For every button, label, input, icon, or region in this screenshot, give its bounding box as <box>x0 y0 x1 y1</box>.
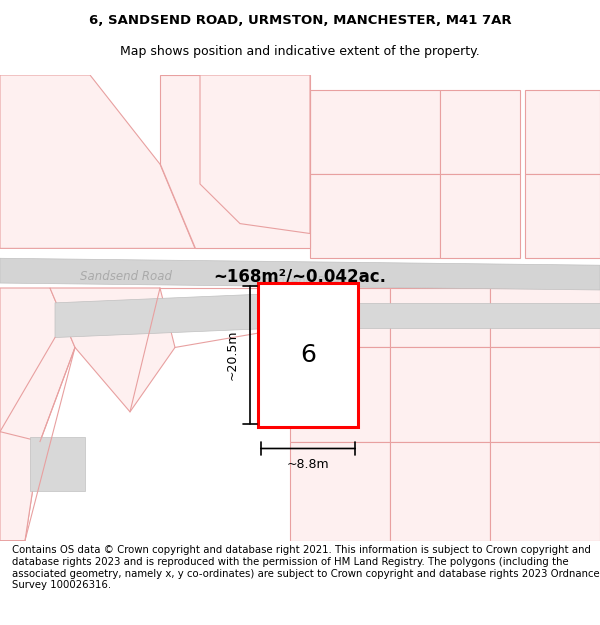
Bar <box>30 437 85 491</box>
Bar <box>440 90 520 174</box>
Text: 6, SANDSEND ROAD, URMSTON, MANCHESTER, M41 7AR: 6, SANDSEND ROAD, URMSTON, MANCHESTER, M… <box>89 14 511 27</box>
Text: Sandsend Road: Sandsend Road <box>255 274 347 288</box>
Polygon shape <box>50 288 175 412</box>
Bar <box>390 288 490 348</box>
Polygon shape <box>160 75 310 248</box>
Text: Map shows position and indicative extent of the property.: Map shows position and indicative extent… <box>120 46 480 58</box>
Text: Contains OS data © Crown copyright and database right 2021. This information is : Contains OS data © Crown copyright and d… <box>12 546 599 590</box>
Text: ~168m²/~0.042ac.: ~168m²/~0.042ac. <box>214 267 386 285</box>
Bar <box>490 288 600 348</box>
Bar <box>440 174 520 258</box>
Bar <box>290 441 390 541</box>
Bar <box>525 174 600 258</box>
Bar <box>525 90 600 174</box>
Bar <box>258 283 358 427</box>
Bar <box>290 288 390 348</box>
Text: ~8.8m: ~8.8m <box>287 458 329 471</box>
Polygon shape <box>0 432 40 541</box>
Bar <box>390 441 490 541</box>
Polygon shape <box>0 75 195 248</box>
Bar <box>490 441 600 541</box>
Polygon shape <box>0 288 75 541</box>
Bar <box>390 348 490 441</box>
Text: ~20.5m: ~20.5m <box>226 329 239 380</box>
Bar <box>290 348 390 441</box>
Text: 6: 6 <box>300 343 316 367</box>
Polygon shape <box>200 75 310 234</box>
Polygon shape <box>290 303 600 328</box>
Bar <box>490 348 600 441</box>
Text: Sandsend Road: Sandsend Road <box>80 269 172 282</box>
Polygon shape <box>55 293 290 338</box>
Polygon shape <box>0 258 600 290</box>
Bar <box>310 90 440 174</box>
Bar <box>310 174 440 258</box>
